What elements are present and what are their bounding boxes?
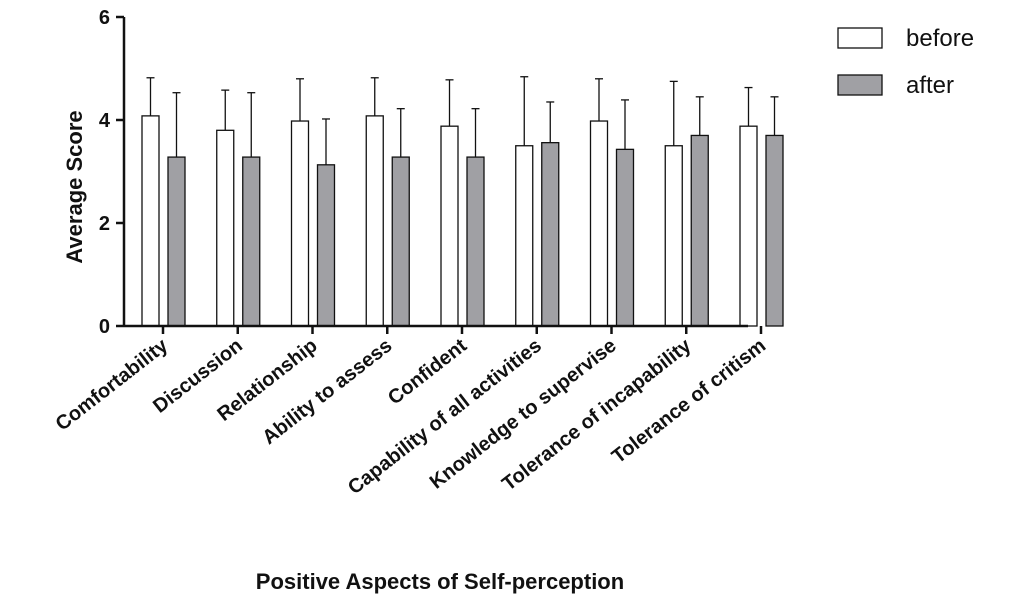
bar-before: [216, 129, 235, 327]
x-ticks: ComfortabilityDiscussionRelationshipAbil…: [52, 326, 770, 499]
bar-before: [664, 145, 683, 327]
bar-after: [167, 156, 186, 327]
y-tick-label: 0: [99, 316, 110, 338]
legend: before after: [837, 25, 974, 99]
y-tick-label: 4: [99, 110, 111, 132]
bar-after: [541, 142, 560, 327]
legend-label-before: before: [906, 25, 974, 52]
axes-layer: [122, 17, 748, 328]
x-axis-title: Positive Aspects of Self-perception: [256, 569, 624, 594]
bar-after: [242, 156, 261, 327]
y-ticks: 0 2 4 6: [99, 7, 124, 338]
bars-layer: [141, 76, 784, 327]
bar-after: [690, 134, 709, 327]
legend-swatch-after: [837, 74, 883, 96]
y-axis-title: Average Score: [62, 110, 87, 263]
bar-after: [765, 134, 784, 327]
bar-before: [440, 125, 459, 327]
legend-swatch-before: [837, 27, 883, 49]
legend-label-after: after: [906, 72, 954, 99]
bar-after: [391, 156, 410, 327]
bar-before: [141, 115, 160, 327]
y-tick-label: 6: [99, 7, 110, 29]
bar-before: [515, 145, 534, 327]
bar-after: [466, 156, 485, 327]
bar-before: [365, 115, 384, 327]
bar-before: [739, 125, 758, 327]
bar-before: [589, 120, 609, 327]
bar-before: [290, 120, 310, 327]
x-tick-label: Ability to assess: [258, 335, 396, 450]
y-tick-label: 2: [99, 213, 110, 235]
bar-after: [316, 164, 336, 327]
x-tick-label: Comfortability: [52, 334, 173, 435]
bar-after: [615, 148, 635, 327]
